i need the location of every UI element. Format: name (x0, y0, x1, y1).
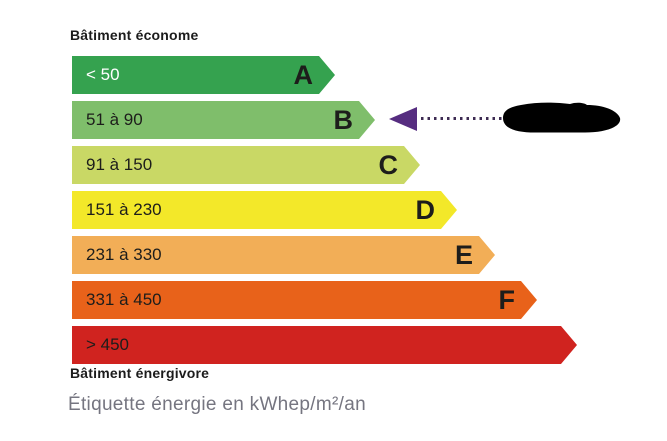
bar-class-letter: C (378, 150, 398, 180)
redacted-value-blob (503, 102, 621, 133)
energy-bar-row-f: 331 à 450 F (72, 281, 537, 319)
energy-bar-row-c: 91 à 150 C (72, 146, 420, 184)
bar-class-letter: E (454, 240, 473, 270)
bar-range-label: 51 à 90 (86, 110, 143, 129)
bottom-scale-label: Bâtiment énergivore (70, 365, 210, 381)
energy-bar-row-e: 231 à 330 E (72, 236, 495, 274)
energy-class-bars: < 50 A 51 à 90 B 91 à 150 C 151 à 230 D … (72, 56, 577, 371)
bar-range-label: 151 à 230 (86, 200, 162, 219)
bar-range-label: 331 à 450 (86, 290, 162, 309)
dotted-connector-line (421, 117, 503, 120)
energy-bar-row-d: 151 à 230 D (72, 191, 457, 229)
bar-range-label: > 450 (86, 335, 130, 354)
energy-bar-row-a: < 50 A (72, 56, 335, 94)
bar-class-letter: F (498, 285, 515, 315)
bar-range-label: 231 à 330 (86, 245, 162, 264)
top-scale-label: Bâtiment économe (70, 27, 199, 43)
energy-bar-row-g: > 450 (72, 326, 577, 364)
bar-class-letter: B (333, 105, 353, 135)
bar-class-letter: A (293, 60, 313, 90)
bar-class-letter: D (415, 195, 435, 225)
bar-range-label: 91 à 150 (86, 155, 153, 174)
energy-bar-row-b: 51 à 90 B (72, 101, 375, 139)
bar-range-label: < 50 (86, 65, 120, 84)
selection-arrow-icon (389, 107, 417, 131)
units-caption: Étiquette énergie en kWhep/m²/an (68, 394, 366, 415)
